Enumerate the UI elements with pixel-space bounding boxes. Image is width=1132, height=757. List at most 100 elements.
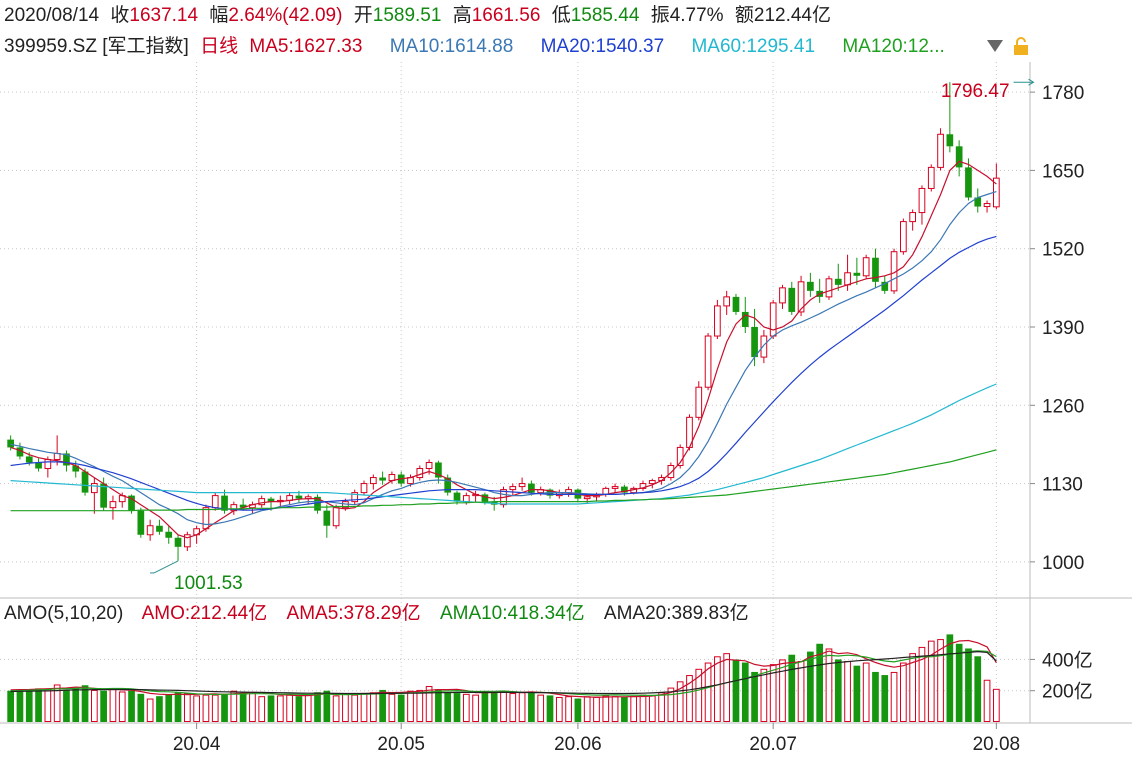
volume-bar: [900, 662, 907, 723]
period-label[interactable]: 日线: [200, 36, 239, 57]
candle-body: [862, 257, 870, 277]
volume-bar: [416, 689, 424, 723]
volume-bar: [881, 675, 889, 722]
volume-bar: [295, 696, 303, 722]
candle-body: [100, 483, 107, 508]
volume-bar: [602, 695, 610, 722]
volume-layer: [7, 634, 1000, 723]
volume-bar: [890, 671, 898, 723]
symbol-name: 399959.SZ [军工指数]: [4, 36, 189, 57]
volume-bar: [490, 692, 498, 722]
volume-bar: [304, 694, 312, 723]
volume-bar: [704, 662, 712, 723]
volume-bar: [927, 640, 935, 722]
candle-body: [146, 525, 154, 536]
volume-bar: [397, 694, 405, 722]
candle-body: [834, 278, 842, 285]
low-annotation: 1001.53: [174, 573, 243, 594]
volume-bar: [555, 696, 563, 722]
amo-bar: AMO(5,10,20) AMO:212.44亿 AMA5:378.29亿 AM…: [4, 602, 763, 626]
candle-body: [714, 305, 721, 337]
candle-body: [881, 281, 889, 291]
ma10-readout: MA10:1614.88: [389, 36, 514, 57]
triangle-down-icon[interactable]: [986, 38, 1004, 59]
volume-bar: [639, 694, 647, 723]
candle-body: [965, 167, 972, 198]
volume-bar: [16, 689, 24, 722]
lock-icon[interactable]: [1012, 36, 1030, 61]
candle-body: [723, 296, 731, 307]
volume-bar: [574, 698, 582, 722]
candle-body: [72, 465, 80, 472]
change-value: 2.64%(42.09): [228, 5, 343, 26]
candle-body: [379, 477, 386, 481]
open-label: 开: [353, 5, 373, 26]
candle-body: [825, 278, 833, 298]
volume-bar: [174, 692, 182, 722]
date-tick-label: 20.06: [554, 734, 602, 755]
amplitude-label: 振: [650, 5, 670, 26]
volume-bar: [118, 691, 126, 723]
volume-bar: [518, 692, 526, 722]
candle-body: [16, 447, 24, 457]
candle-body: [648, 480, 656, 485]
candle-body: [927, 166, 935, 189]
volume-bar: [909, 653, 917, 723]
volume-bar: [342, 693, 349, 722]
high-value: 1661.56: [471, 5, 541, 26]
volume-bar: [797, 660, 805, 723]
volume-bar: [788, 654, 796, 722]
ma20-readout: MA20:1540.37: [540, 36, 665, 57]
candle-body: [183, 534, 191, 548]
volume-bar: [72, 688, 80, 722]
candle-body: [751, 326, 758, 358]
candle-body: [946, 134, 954, 147]
price-tick-label: 1000: [1042, 553, 1084, 574]
volume-bar: [593, 696, 600, 722]
candle-body: [295, 495, 303, 499]
volume-bar: [286, 694, 293, 723]
candle-body: [109, 501, 117, 509]
volume-bar: [44, 689, 52, 722]
ama5-readout: AMA5:378.29亿: [286, 603, 421, 624]
volume-bar: [676, 681, 684, 722]
volume-bar: [974, 656, 982, 722]
price-tick-label: 1780: [1042, 83, 1084, 104]
candle-body: [239, 504, 247, 508]
volume-bar: [332, 695, 340, 722]
volume-bar: [425, 686, 433, 722]
ma-layer: [10, 160, 997, 698]
volume-bar: [63, 689, 70, 722]
price-tick-label: 1650: [1042, 161, 1084, 182]
amo-readout: AMO:212.44亿: [141, 603, 268, 624]
volume-bar: [583, 696, 591, 723]
candle-body: [844, 272, 851, 286]
candle-body: [807, 281, 814, 291]
volume-bar: [918, 646, 926, 722]
candle-body: [351, 492, 359, 503]
volume-bar: [844, 660, 851, 723]
candle-body: [435, 462, 442, 478]
volume-bar: [360, 693, 368, 723]
axis-layer: 1780 1650 1520 1390 1260 1130 1000 400亿 200亿 20.0…: [173, 83, 1093, 755]
candle-body: [314, 496, 321, 511]
volume-bar: [546, 695, 554, 722]
ma60-readout: MA60:1295.41: [691, 36, 816, 57]
candle-body: [416, 468, 424, 479]
volume-bar: [807, 651, 814, 722]
grid-layer: [0, 62, 1132, 724]
volume-bar: [351, 694, 359, 723]
volume-bar: [937, 639, 944, 722]
volume-bar: [276, 695, 284, 722]
volume-bar: [760, 668, 768, 723]
volume-bar: [565, 696, 572, 723]
amount-value: 212.44亿: [753, 5, 831, 26]
candle-body: [90, 483, 98, 494]
candle-body: [937, 133, 944, 168]
volume-bar: [993, 688, 1000, 723]
volume-bar: [211, 694, 219, 723]
candle-body: [741, 311, 749, 327]
volume-bar: [249, 692, 256, 722]
ma-line-ma120: [10, 449, 997, 512]
